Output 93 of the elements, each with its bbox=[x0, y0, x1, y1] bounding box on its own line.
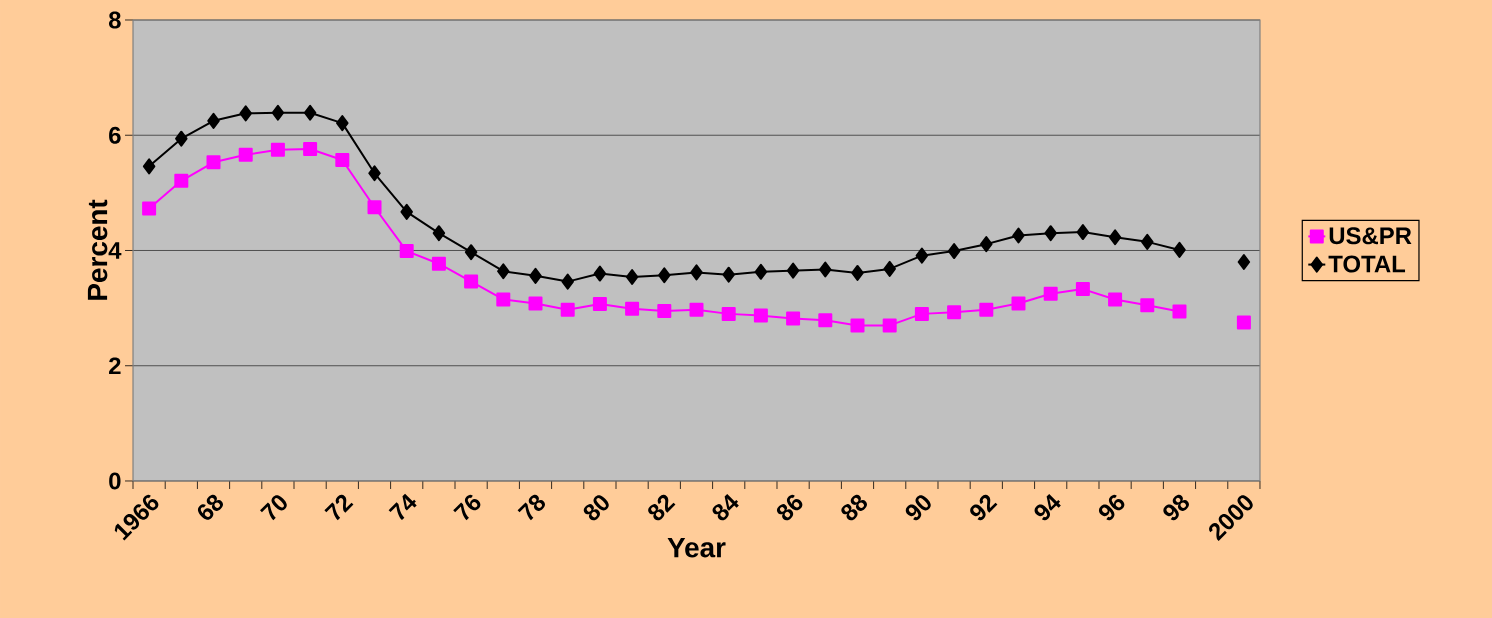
point bbox=[1076, 224, 1090, 241]
point bbox=[658, 267, 671, 284]
point bbox=[1172, 304, 1187, 319]
point bbox=[335, 153, 350, 168]
point bbox=[270, 142, 285, 157]
x-tick-label: 78 bbox=[517, 494, 545, 521]
x-tick-label: 80 bbox=[583, 495, 609, 521]
point bbox=[142, 201, 157, 216]
point bbox=[239, 105, 252, 122]
point bbox=[432, 225, 446, 242]
point bbox=[851, 264, 864, 281]
point bbox=[496, 292, 511, 307]
x-tick-label: 70 bbox=[260, 495, 287, 521]
point bbox=[947, 305, 962, 320]
point bbox=[1237, 254, 1251, 271]
point bbox=[882, 318, 897, 333]
legend-label: US&PR bbox=[1329, 227, 1412, 245]
point bbox=[529, 267, 542, 284]
point bbox=[1075, 282, 1090, 297]
y-tick-label: 0 bbox=[109, 472, 121, 490]
point bbox=[206, 155, 221, 170]
point bbox=[367, 200, 382, 215]
point bbox=[1043, 286, 1058, 301]
point bbox=[238, 147, 253, 162]
point bbox=[1140, 298, 1155, 313]
point bbox=[1108, 229, 1122, 246]
point bbox=[142, 158, 156, 175]
point bbox=[592, 297, 607, 312]
point bbox=[464, 274, 479, 289]
point bbox=[336, 115, 349, 132]
y-tick-label: 8 bbox=[108, 11, 121, 29]
point bbox=[914, 306, 929, 321]
point bbox=[721, 306, 736, 321]
point bbox=[528, 296, 543, 311]
y-tick-label: 6 bbox=[109, 126, 121, 144]
point bbox=[818, 313, 833, 328]
point bbox=[657, 303, 672, 318]
point bbox=[497, 263, 510, 280]
x-tick-label: 68 bbox=[197, 494, 223, 520]
point bbox=[1236, 315, 1251, 330]
x-tick-label: 98 bbox=[1163, 494, 1189, 521]
point bbox=[722, 266, 735, 283]
x-tick-label: 82 bbox=[648, 494, 676, 521]
point bbox=[753, 308, 768, 323]
point bbox=[850, 318, 865, 333]
x-axis-title: Year bbox=[667, 538, 726, 558]
point bbox=[979, 302, 994, 317]
point bbox=[883, 260, 896, 277]
x-tick-label: 74 bbox=[388, 493, 417, 521]
point bbox=[271, 104, 285, 121]
point bbox=[561, 273, 574, 290]
point bbox=[207, 112, 220, 129]
point bbox=[399, 244, 414, 259]
legend-label: TOTAL bbox=[1328, 255, 1406, 273]
point bbox=[400, 203, 413, 220]
y-tick-label: 2 bbox=[109, 357, 121, 375]
point bbox=[690, 264, 703, 281]
y-axis-title: Percent bbox=[87, 199, 108, 300]
point bbox=[1011, 296, 1026, 311]
point bbox=[689, 302, 704, 317]
x-tick-label: 84 bbox=[712, 493, 739, 521]
point bbox=[1108, 292, 1123, 307]
point bbox=[174, 173, 189, 188]
point bbox=[1141, 233, 1154, 250]
point bbox=[1012, 227, 1025, 244]
point bbox=[560, 302, 575, 317]
point bbox=[1173, 241, 1186, 258]
point bbox=[175, 130, 188, 147]
point bbox=[625, 269, 639, 285]
point bbox=[431, 256, 446, 271]
point bbox=[915, 247, 929, 264]
y-tick-label: 4 bbox=[108, 242, 122, 259]
x-tick-label: 72 bbox=[324, 494, 354, 521]
x-tick-label: 76 bbox=[453, 494, 481, 521]
point bbox=[786, 262, 800, 279]
point bbox=[754, 263, 768, 280]
point bbox=[593, 265, 607, 282]
point bbox=[303, 142, 318, 157]
point bbox=[947, 243, 961, 260]
x-tick-label: 86 bbox=[776, 494, 803, 521]
point bbox=[1044, 225, 1057, 242]
point bbox=[303, 104, 317, 121]
point bbox=[464, 244, 478, 261]
x-tick-label: 96 bbox=[1098, 494, 1125, 521]
x-tick-label: 94 bbox=[1034, 493, 1061, 521]
point bbox=[625, 301, 640, 316]
point bbox=[368, 165, 381, 182]
point bbox=[980, 236, 993, 253]
x-tick-label: 90 bbox=[905, 495, 931, 521]
x-tick-label: 88 bbox=[841, 494, 867, 521]
x-tick-label: 92 bbox=[970, 494, 998, 521]
point bbox=[786, 311, 801, 326]
point bbox=[819, 261, 832, 278]
